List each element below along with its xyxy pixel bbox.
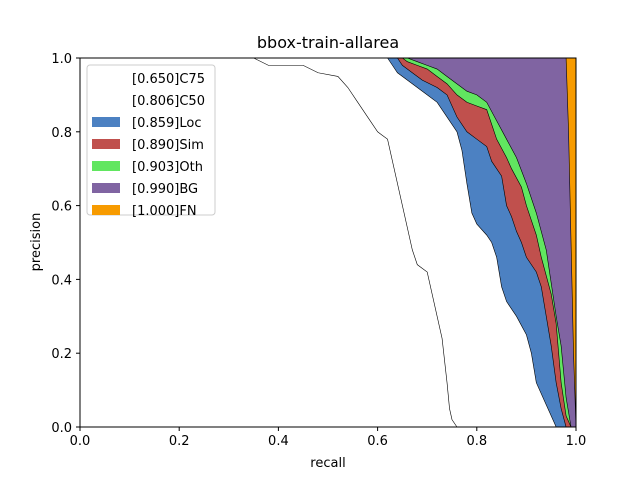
legend-swatch-c75 (92, 73, 120, 83)
legend-swatch-loc (92, 117, 120, 127)
y-axis-title: precision (29, 213, 44, 272)
legend: [0.650]C75 [0.806]C50 [0.859]Loc [0.890]Sim… (86, 64, 216, 219)
plot-frame (79, 57, 577, 428)
y-tick-label: 1.0 (51, 52, 72, 67)
legend-label-c75: [0.650]C75 (132, 72, 205, 87)
legend-swatch-oth (92, 161, 120, 171)
x-tick-label: 0.2 (169, 434, 190, 449)
legend-label-bg: [0.990]BG (132, 182, 198, 197)
x-tick-label: 1.0 (566, 434, 587, 449)
x-tick-label: 0.0 (70, 434, 91, 449)
x-tick-label: 0.4 (268, 434, 289, 449)
legend-swatch-sim (92, 139, 120, 149)
y-tick-label: 0.8 (51, 126, 72, 141)
legend-label-oth: [0.903]Oth (132, 160, 203, 175)
line-c50 (80, 57, 557, 428)
x-tick-label: 0.8 (466, 434, 487, 449)
legend-label-sim: [0.890]Sim (132, 138, 204, 153)
legend-label-fn: [1.000]FN (132, 204, 197, 219)
x-tick-label: 0.6 (367, 434, 388, 449)
line-loc (80, 57, 567, 428)
y-axis-ticks: 0.0 0.2 0.4 0.6 0.8 1.0 (51, 52, 80, 436)
legend-swatch-bg (92, 183, 120, 193)
y-tick-label: 0.0 (51, 421, 72, 436)
line-sim (80, 57, 572, 428)
legend-swatch-fn (92, 205, 120, 215)
y-tick-label: 0.6 (51, 200, 72, 215)
legend-label-c50: [0.806]C50 (132, 94, 205, 109)
x-axis-title: recall (310, 456, 345, 471)
y-tick-label: 0.2 (51, 347, 72, 362)
legend-swatch-c50 (92, 95, 120, 105)
line-c75 (80, 57, 458, 428)
y-tick-label: 0.4 (51, 273, 72, 288)
line-oth (80, 57, 572, 428)
chart-title: bbox-train-allarea (257, 33, 399, 52)
legend-label-loc: [0.859]Loc (132, 116, 201, 131)
x-axis-ticks: 0.0 0.2 0.4 0.6 0.8 1.0 (70, 427, 587, 449)
